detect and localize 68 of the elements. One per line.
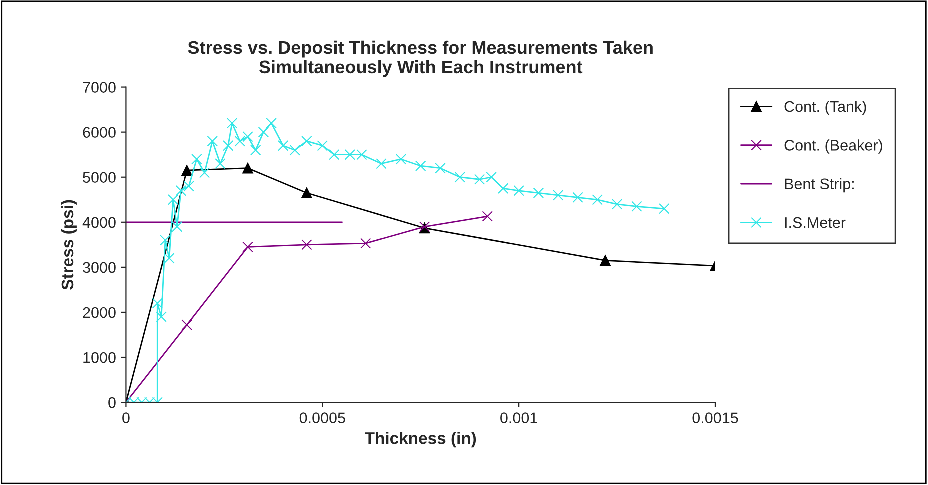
point xyxy=(182,320,192,330)
point xyxy=(156,312,167,322)
point xyxy=(415,160,426,172)
point xyxy=(454,172,466,183)
point xyxy=(600,255,611,266)
y-tick-label: 4000 xyxy=(82,217,116,228)
point xyxy=(302,188,312,199)
point xyxy=(242,131,254,142)
x-tick-label: 0 xyxy=(122,412,130,424)
y-tick-label: 2000 xyxy=(83,307,116,318)
point xyxy=(172,222,183,232)
point xyxy=(376,158,387,170)
chart-title: Stress vs. Deposit Thickness for Measurements Taken Simultaneously With Each Instrument xyxy=(188,40,653,78)
point xyxy=(435,162,446,174)
point xyxy=(258,126,270,138)
legend-label: Cont. (Tank) xyxy=(784,100,866,116)
point xyxy=(242,162,254,174)
legend-label: Cont. (Beaker) xyxy=(784,140,882,154)
point xyxy=(592,194,604,206)
point xyxy=(317,140,328,152)
y-tick-label: 1000 xyxy=(84,352,116,364)
x-tick-label: 0.0005 xyxy=(300,412,346,424)
point xyxy=(659,204,670,214)
point xyxy=(222,140,234,152)
x-axis-title: Thickness (in) xyxy=(365,432,476,448)
y-tick-label: 3000 xyxy=(83,262,116,274)
point xyxy=(290,144,301,156)
point xyxy=(552,190,564,201)
point xyxy=(514,186,524,196)
point xyxy=(302,240,312,250)
y-tick-label: 6000 xyxy=(83,127,116,138)
point xyxy=(302,136,312,147)
legend-label: I.S.Meter xyxy=(785,217,846,228)
point xyxy=(329,149,340,160)
point xyxy=(164,253,175,264)
point xyxy=(207,136,218,147)
point xyxy=(533,188,544,199)
point xyxy=(360,238,372,249)
y-tick-label: 5000 xyxy=(83,172,116,184)
point xyxy=(176,186,187,196)
point xyxy=(572,192,584,204)
point xyxy=(396,154,407,165)
point xyxy=(612,199,623,210)
point xyxy=(632,201,642,212)
point xyxy=(486,172,497,183)
point xyxy=(242,242,254,253)
point xyxy=(192,154,202,165)
point xyxy=(199,167,210,178)
point xyxy=(215,158,226,170)
point xyxy=(498,183,509,194)
point xyxy=(250,144,262,156)
y-tick-label: 7000 xyxy=(83,82,116,93)
point xyxy=(234,136,246,147)
point xyxy=(168,194,179,206)
point xyxy=(160,235,171,246)
point xyxy=(226,118,238,129)
point xyxy=(266,118,277,129)
point xyxy=(474,174,486,186)
legend-label: Bent Strip: xyxy=(785,178,854,193)
point xyxy=(184,181,194,192)
point xyxy=(182,165,192,176)
y-axis-title: Stress (psi) xyxy=(61,200,77,290)
y-tick-label: 0 xyxy=(108,397,116,408)
point xyxy=(278,140,289,152)
x-tick-label: 0.0015 xyxy=(692,412,738,424)
point xyxy=(152,298,164,309)
x-tick-label: 0.001 xyxy=(500,412,538,424)
point xyxy=(482,211,494,222)
